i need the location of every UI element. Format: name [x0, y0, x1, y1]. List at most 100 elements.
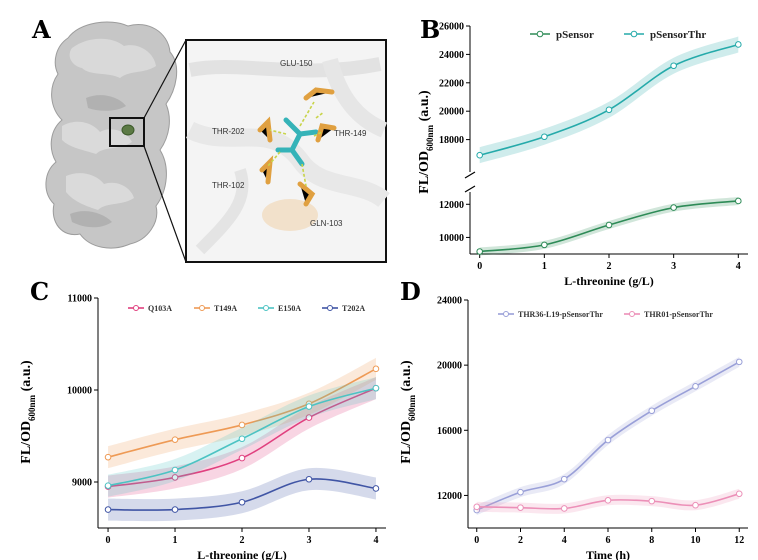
data-point	[372, 384, 380, 392]
data-point	[238, 435, 246, 443]
x-axis-label: L-threonine (g/L)	[564, 274, 653, 288]
residue-label: THR-102	[212, 181, 245, 190]
x-tick-label: 0	[106, 535, 111, 546]
data-point	[305, 414, 313, 421]
y-tick-label: 16000	[437, 426, 462, 437]
legend-label: THR36-L19-pSensorThr	[518, 310, 603, 319]
data-point	[604, 497, 612, 504]
x-tick-label: 0	[474, 535, 479, 546]
data-point	[735, 197, 742, 205]
data-point	[735, 358, 743, 366]
x-tick-label: 12	[734, 535, 744, 546]
x-tick-label: 4	[562, 535, 567, 546]
data-point	[604, 436, 612, 444]
legend-label: T149A	[214, 304, 237, 313]
data-point	[104, 453, 112, 461]
binding-pocket-inset: GLU-150 THR-202 THR-149 THR-102 GLN-103	[185, 39, 390, 263]
data-point	[735, 490, 743, 498]
data-point	[605, 106, 613, 114]
residue-label: THR-202	[212, 127, 245, 136]
data-point	[171, 436, 179, 443]
panel-label-a: A	[31, 15, 51, 44]
data-point	[560, 505, 568, 512]
legend-label: Q103A	[148, 304, 172, 313]
y-tick-label: 20000	[439, 107, 464, 118]
data-point	[692, 383, 699, 390]
x-tick-label: 10	[691, 535, 701, 546]
x-axis-label: Time (h)	[586, 548, 630, 560]
data-point	[648, 497, 656, 505]
residue-label: THR-149	[334, 129, 367, 138]
panel-label-d: D	[400, 277, 421, 306]
legend-marker	[133, 305, 139, 311]
y-tick-label: 26000	[439, 22, 464, 33]
chart-b: 18000 20000 22000 24000 26000 10000 12000 0 1 2 3 4…	[417, 22, 748, 288]
panel-c: C 9000 10000 11000 0 1 2 3 4 L-threonine (g/L) FL…	[19, 277, 386, 560]
data-point	[104, 506, 112, 513]
data-point	[305, 403, 313, 410]
legend-marker	[503, 311, 509, 317]
ligand	[275, 117, 319, 167]
x-tick-label: 4	[373, 535, 378, 546]
data-point	[238, 421, 246, 429]
legend-label: E150A	[278, 304, 301, 313]
legend-marker	[199, 305, 205, 311]
residue-sticks	[257, 87, 337, 207]
data-point	[692, 501, 699, 509]
panel-d: D 12000 16000 20000 24000 0 2 4 6 8 10 12 Time (h) F…	[399, 277, 748, 560]
data-point	[171, 466, 179, 474]
y-tick-label: 20000	[437, 361, 462, 372]
x-tick-label: 2	[240, 535, 245, 546]
x-tick-label: 0	[477, 261, 482, 272]
zoom-connector-top	[143, 39, 187, 119]
chart-d: 12000 16000 20000 24000 0 2 4 6 8 10 12 Time (h) FL/…	[399, 296, 748, 560]
error-band	[476, 356, 740, 516]
data-point	[476, 248, 483, 255]
data-point	[476, 151, 483, 159]
data-point	[372, 365, 380, 373]
legend-marker	[263, 305, 269, 311]
data-point	[670, 62, 677, 70]
data-point	[517, 504, 524, 511]
y-tick-label: 9000	[72, 478, 92, 489]
data-point	[541, 241, 548, 249]
x-tick-label: 3	[306, 535, 311, 546]
protein-surface	[45, 21, 178, 249]
x-tick-label: 1	[542, 261, 547, 272]
data-point	[238, 454, 246, 462]
data-point	[541, 133, 548, 141]
zoom-connector-bottom	[143, 145, 187, 263]
data-point	[517, 488, 524, 496]
legend-label: pSensorThr	[650, 29, 706, 41]
data-point	[648, 407, 656, 415]
x-tick-label: 8	[649, 535, 654, 546]
legend-marker	[536, 30, 544, 38]
x-tick-label: 2	[607, 261, 612, 272]
legend-label: THR01-pSensorThr	[644, 310, 713, 319]
data-point	[560, 475, 568, 483]
y-tick-label: 12000	[437, 491, 462, 502]
x-tick-label: 1	[173, 535, 178, 546]
x-tick-label: 4	[736, 261, 741, 272]
data-point	[605, 221, 613, 229]
x-tick-label: 3	[671, 261, 676, 272]
data-point	[104, 482, 112, 489]
data-point	[171, 506, 179, 513]
y-tick-label: 24000	[439, 50, 464, 61]
hydrogen-bonds	[267, 101, 325, 187]
y-tick-label: 12000	[439, 200, 464, 211]
data-point	[238, 498, 246, 506]
legend-label: T202A	[342, 304, 365, 313]
data-point	[735, 41, 742, 48]
legend-marker	[327, 305, 333, 311]
y-tick-label: 24000	[437, 296, 462, 307]
data-point	[473, 503, 481, 511]
x-tick-label: 2	[518, 535, 523, 546]
data-point	[670, 204, 677, 211]
data-point	[171, 474, 179, 481]
residue-label: GLU-150	[280, 59, 313, 68]
axis-break-marks	[464, 171, 476, 193]
x-axis-label: L-threonine (g/L)	[197, 548, 286, 560]
y-axis-label: FL/OD600nm (a.u.)	[417, 90, 435, 194]
